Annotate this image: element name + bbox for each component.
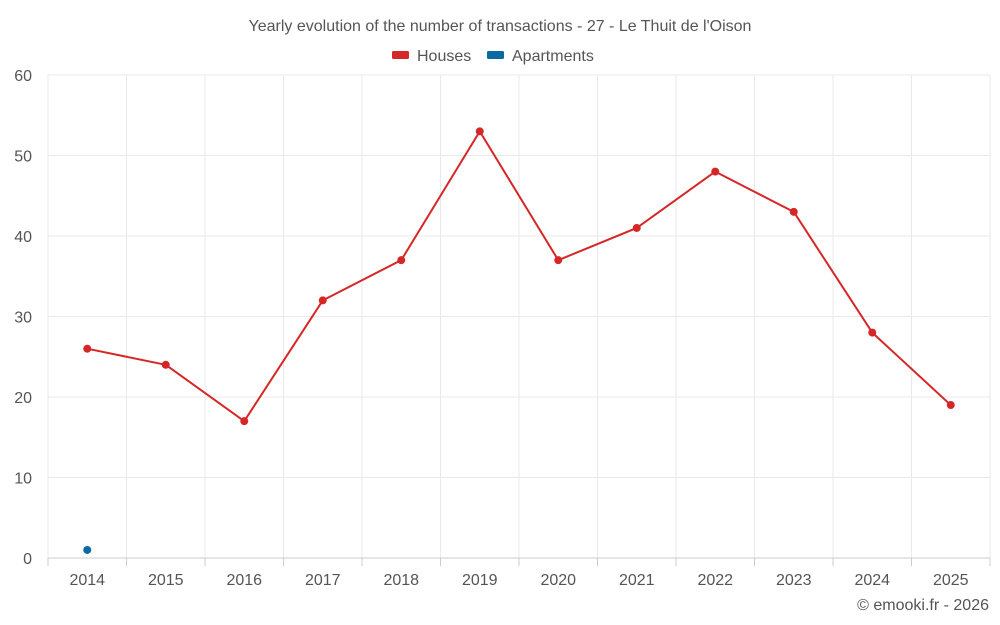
data-point-houses[interactable] (240, 417, 249, 426)
data-point-houses[interactable] (161, 360, 170, 369)
x-tick-label: 2017 (305, 572, 341, 589)
data-point-houses[interactable] (475, 127, 484, 136)
y-tick-label: 50 (14, 149, 32, 166)
legend-swatch-houses (392, 51, 409, 59)
legend-label-apartments: Apartments (512, 48, 594, 65)
legend-item-apartments[interactable]: Apartments (487, 48, 594, 65)
x-tick-label: 2025 (933, 572, 969, 589)
y-tick-label: 60 (14, 68, 32, 85)
legend: Houses Apartments (392, 48, 594, 65)
data-point-houses[interactable] (83, 344, 92, 353)
data-point-houses[interactable] (318, 296, 327, 305)
data-point-houses[interactable] (789, 207, 798, 216)
x-tick-label: 2020 (540, 572, 576, 589)
data-point-apartments[interactable] (83, 545, 92, 554)
data-point-houses[interactable] (554, 256, 563, 265)
data-point-houses[interactable] (868, 328, 877, 337)
y-tick-label: 40 (14, 229, 32, 246)
gridlines (47, 74, 991, 558)
x-tick-label: 2024 (854, 572, 890, 589)
axes: 0 10 20 30 40 50 60 2014 2015 2016 2017 2018 2019 202… (14, 68, 991, 589)
series (83, 127, 955, 554)
chart-title: Yearly evolution of the number of transa… (249, 18, 752, 35)
legend-label-houses: Houses (417, 48, 471, 65)
data-point-houses[interactable] (711, 167, 720, 176)
legend-item-houses[interactable]: Houses (392, 48, 471, 65)
x-tick-label: 2016 (226, 572, 262, 589)
y-tick-label: 20 (14, 390, 32, 407)
x-tick-label: 2023 (776, 572, 812, 589)
x-tick-label: 2022 (697, 572, 733, 589)
y-tick-label: 10 (14, 471, 32, 488)
legend-swatch-apartments (487, 51, 504, 59)
x-tick-label: 2015 (148, 572, 184, 589)
y-tick-label: 30 (14, 310, 32, 327)
x-tick-label: 2021 (619, 572, 655, 589)
y-tick-label: 0 (23, 551, 32, 568)
data-point-houses[interactable] (632, 223, 641, 232)
data-point-houses[interactable] (397, 256, 406, 265)
x-tick-label: 2019 (462, 572, 498, 589)
x-tick-label: 2018 (383, 572, 419, 589)
data-point-houses[interactable] (946, 401, 955, 410)
credit-text: © emooki.fr - 2026 (857, 597, 989, 614)
x-tick-label: 2014 (69, 572, 105, 589)
series-line-houses (87, 130, 952, 423)
